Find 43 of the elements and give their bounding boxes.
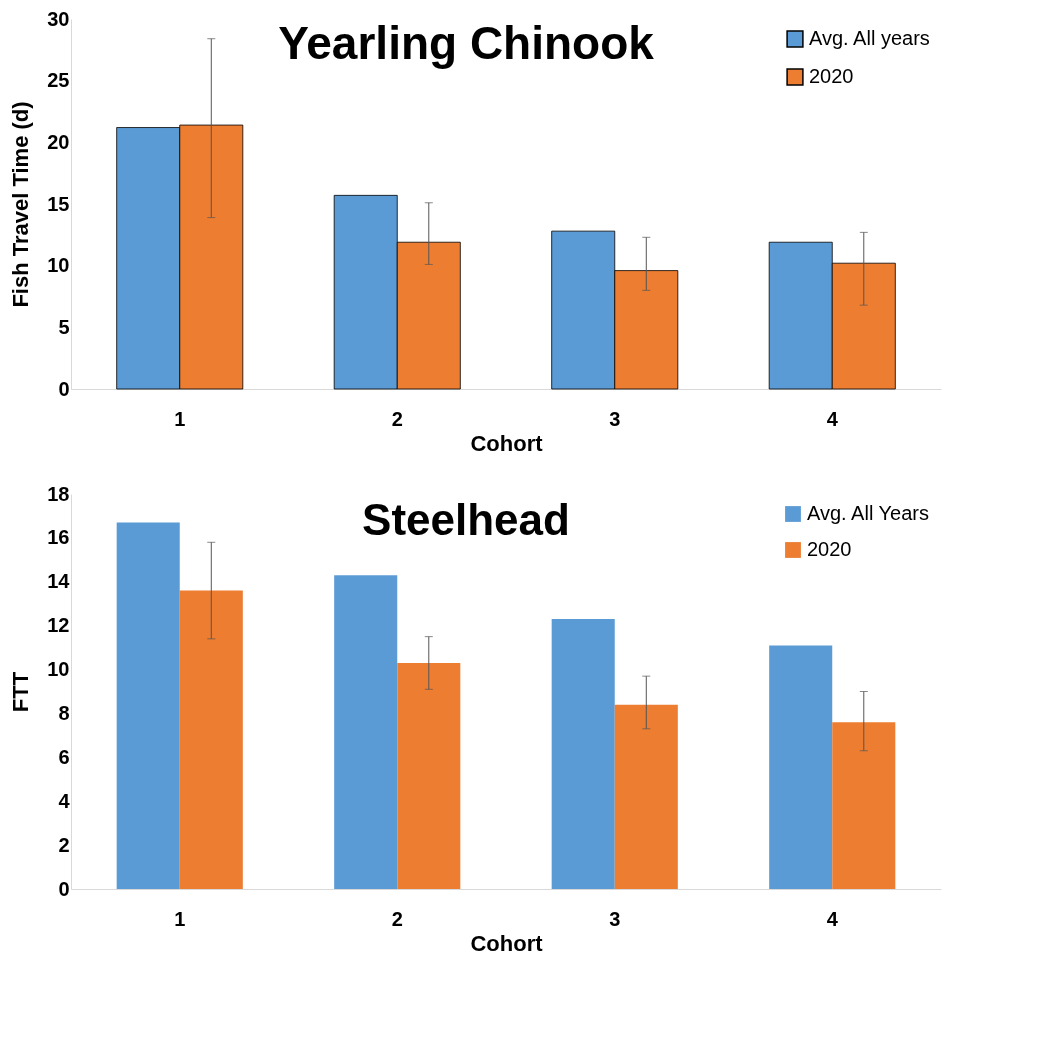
bar — [551, 619, 615, 889]
y-tick-label: 2 — [58, 833, 70, 856]
y-tick-label: 20 — [47, 130, 70, 153]
bar — [116, 522, 180, 889]
bar — [397, 662, 461, 889]
chart-title: Steelhead — [362, 495, 570, 544]
y-tick-label: 16 — [47, 526, 70, 549]
bar — [832, 722, 896, 889]
y-tick-label: 30 — [47, 7, 70, 30]
y-tick-label: 18 — [47, 482, 70, 505]
y-tick-label: 10 — [47, 254, 70, 277]
chart-title: Yearling Chinook — [278, 17, 655, 69]
y-tick-label: 25 — [47, 69, 70, 92]
x-axis-title: Cohort — [470, 430, 544, 456]
bar — [334, 575, 398, 889]
y-tick-label: 8 — [58, 701, 70, 724]
x-tick-label: 3 — [609, 907, 621, 930]
y-tick-label: 12 — [47, 614, 70, 637]
x-tick-label: 4 — [826, 407, 839, 430]
x-axis-title: Cohort — [470, 930, 544, 956]
legend-label: Avg. All Years — [807, 502, 929, 524]
y-tick-label: 0 — [58, 877, 70, 900]
y-tick-label: 15 — [47, 192, 70, 215]
y-tick-label: 5 — [58, 315, 70, 338]
legend-label: Avg. All years — [809, 27, 930, 49]
y-tick-label: 4 — [58, 789, 71, 812]
bar — [179, 590, 243, 889]
legend-label: 2020 — [809, 65, 854, 87]
y-tick-label: 10 — [47, 658, 70, 681]
bar — [769, 645, 833, 889]
x-tick-label: 2 — [391, 407, 403, 430]
legend-label: 2020 — [807, 538, 852, 560]
y-axis-title: Fish Travel Time (d) — [8, 101, 34, 308]
x-tick-label: 3 — [609, 407, 621, 430]
bar — [614, 704, 678, 889]
x-tick-label: 1 — [174, 407, 186, 430]
y-axis-title: FTT — [8, 671, 34, 713]
y-tick-label: 6 — [58, 745, 70, 768]
y-tick-label: 14 — [47, 570, 71, 593]
x-tick-label: 4 — [826, 907, 839, 930]
y-tick-label: 0 — [58, 377, 70, 400]
x-tick-label: 1 — [174, 907, 186, 930]
x-tick-label: 2 — [391, 907, 403, 930]
